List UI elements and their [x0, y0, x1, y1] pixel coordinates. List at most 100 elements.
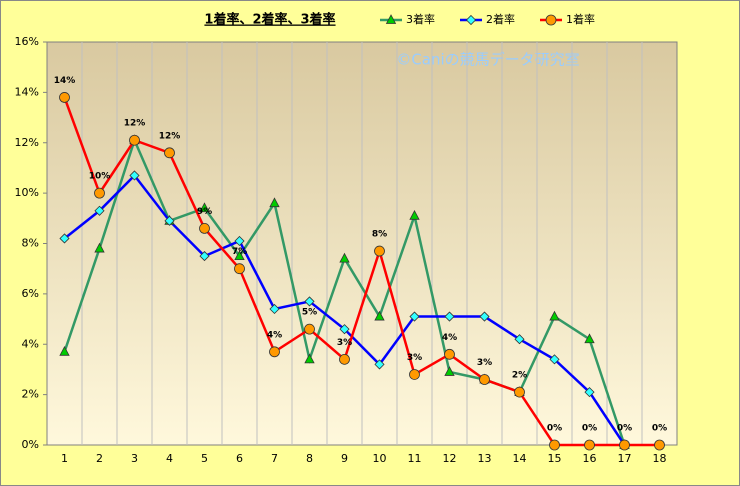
x-tick-label: 1 — [61, 452, 68, 465]
data-point — [549, 354, 560, 365]
x-tick-label: 12 — [443, 452, 457, 465]
value-label: 9% — [197, 207, 212, 217]
value-label: 14% — [54, 76, 76, 86]
data-point — [129, 134, 140, 146]
value-label: 0% — [547, 424, 562, 434]
legend-marker — [465, 14, 477, 26]
legend-marker — [545, 14, 557, 26]
data-point — [164, 215, 175, 226]
value-label: 4% — [267, 330, 282, 340]
value-label: 5% — [302, 308, 317, 318]
data-point — [549, 439, 560, 451]
x-tick-label: 9 — [341, 452, 348, 465]
data-point — [94, 187, 105, 199]
data-point — [479, 311, 490, 322]
value-label: 12% — [124, 119, 146, 129]
data-point — [59, 345, 70, 356]
y-tick-label: 4% — [22, 337, 39, 350]
data-point — [584, 333, 595, 344]
value-label: 0% — [617, 424, 632, 434]
value-label: 8% — [372, 230, 387, 240]
data-point — [269, 303, 280, 315]
data-point — [304, 323, 315, 335]
data-point — [479, 374, 490, 385]
data-point — [59, 92, 70, 103]
value-label: 0% — [652, 424, 667, 434]
y-tick-label: 10% — [15, 186, 39, 199]
chart-title: 1着率、2着率、3着率 — [204, 12, 335, 28]
x-tick-label: 2 — [96, 452, 103, 465]
data-point — [409, 369, 420, 380]
data-point — [409, 311, 420, 322]
legend-marker — [385, 14, 397, 24]
value-label: 3% — [477, 358, 492, 368]
data-point — [129, 170, 140, 181]
value-label: 4% — [442, 333, 457, 343]
data-point — [584, 387, 595, 398]
x-tick-label: 3 — [131, 452, 138, 465]
y-tick-label: 12% — [15, 136, 39, 149]
data-point — [374, 310, 385, 321]
data-point — [444, 311, 455, 322]
data-point — [619, 439, 630, 451]
x-tick-label: 6 — [236, 452, 243, 465]
data-point — [199, 222, 210, 234]
data-point — [444, 348, 455, 360]
y-tick-label: 0% — [22, 438, 39, 451]
data-point — [234, 263, 245, 275]
legend-label: 3着率 — [406, 12, 435, 26]
value-label: 0% — [582, 424, 597, 434]
value-label: 10% — [89, 172, 111, 182]
y-tick-label: 14% — [15, 85, 39, 98]
x-tick-label: 7 — [271, 452, 278, 465]
value-label: 12% — [159, 131, 181, 141]
series-line — [63, 96, 660, 447]
data-point — [409, 209, 420, 220]
data-point — [199, 251, 210, 262]
data-point — [654, 439, 665, 451]
data-point — [94, 242, 105, 253]
x-tick-label: 8 — [306, 452, 313, 465]
x-tick-label: 10 — [373, 452, 387, 465]
legend-label: 1着率 — [566, 12, 595, 26]
data-point — [584, 439, 595, 451]
x-tick-label: 5 — [201, 452, 208, 465]
value-label: 2% — [512, 371, 527, 381]
x-tick-label: 13 — [478, 452, 492, 465]
data-point — [59, 233, 70, 244]
y-tick-label: 8% — [22, 237, 39, 250]
data-point — [514, 386, 525, 398]
x-tick-label: 16 — [583, 452, 597, 465]
data-point — [374, 245, 385, 257]
x-tick-label: 15 — [548, 452, 562, 465]
x-tick-label: 18 — [653, 452, 667, 465]
value-label: 7% — [232, 247, 247, 257]
watermark: ©Caniの競馬データ研究室 — [396, 51, 579, 69]
data-point — [339, 324, 350, 335]
data-point — [269, 197, 280, 208]
data-point — [304, 296, 315, 307]
data-point — [304, 353, 315, 364]
data-point — [549, 310, 560, 321]
data-point — [234, 250, 245, 260]
y-tick-label: 6% — [22, 287, 39, 300]
x-tick-label: 4 — [166, 452, 173, 465]
value-label: 3% — [407, 353, 422, 363]
data-point — [94, 205, 105, 216]
y-tick-label: 2% — [22, 388, 39, 401]
data-point — [339, 252, 350, 263]
x-tick-label: 17 — [618, 452, 632, 465]
y-tick-label: 16% — [15, 35, 39, 48]
data-point — [514, 334, 525, 345]
data-point — [269, 346, 280, 358]
data-point — [444, 366, 455, 376]
data-point — [199, 202, 210, 213]
data-point — [234, 235, 245, 247]
data-point — [374, 359, 385, 370]
data-point — [339, 353, 350, 365]
value-label: 3% — [337, 338, 352, 348]
x-tick-label: 14 — [513, 452, 527, 465]
data-point — [164, 147, 175, 159]
legend-label: 2着率 — [486, 12, 515, 26]
